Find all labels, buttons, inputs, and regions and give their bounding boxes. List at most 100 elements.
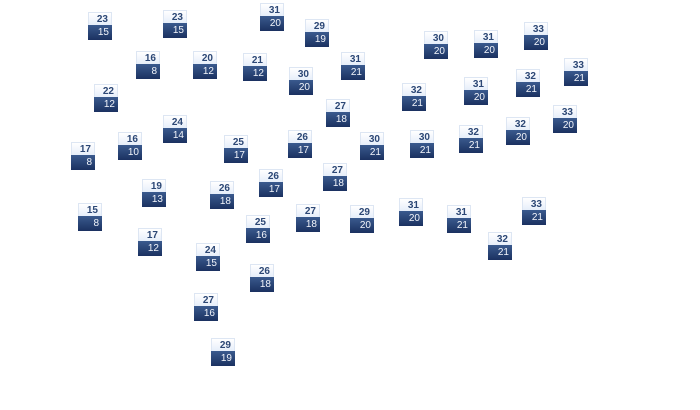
station-marker[interactable]: 33 20 xyxy=(553,105,577,133)
station-marker[interactable]: 26 17 xyxy=(259,169,283,197)
high-temperature: 27 xyxy=(194,293,218,306)
high-temperature: 30 xyxy=(360,132,384,145)
low-temperature: 18 xyxy=(296,217,320,232)
high-temperature: 27 xyxy=(323,163,347,176)
station-marker[interactable]: 23 15 xyxy=(88,12,112,40)
station-marker[interactable]: 20 12 xyxy=(193,51,217,79)
high-temperature: 17 xyxy=(138,228,162,241)
high-temperature: 20 xyxy=(193,51,217,64)
station-marker[interactable]: 27 16 xyxy=(194,293,218,321)
low-temperature: 20 xyxy=(524,35,548,50)
station-marker[interactable]: 17 8 xyxy=(71,142,95,170)
station-marker[interactable]: 24 14 xyxy=(163,115,187,143)
high-temperature: 31 xyxy=(474,30,498,43)
station-marker[interactable]: 31 21 xyxy=(341,52,365,80)
high-temperature: 26 xyxy=(259,169,283,182)
high-temperature: 25 xyxy=(224,135,248,148)
station-marker[interactable]: 30 21 xyxy=(360,132,384,160)
low-temperature: 21 xyxy=(402,96,426,111)
station-marker[interactable]: 22 12 xyxy=(94,84,118,112)
station-marker[interactable]: 30 20 xyxy=(289,67,313,95)
high-temperature: 16 xyxy=(136,51,160,64)
station-marker[interactable]: 21 12 xyxy=(243,53,267,81)
low-temperature: 21 xyxy=(488,245,512,260)
low-temperature: 20 xyxy=(474,43,498,58)
station-marker[interactable]: 27 18 xyxy=(296,204,320,232)
station-marker[interactable]: 30 21 xyxy=(410,130,434,158)
high-temperature: 31 xyxy=(399,198,423,211)
low-temperature: 21 xyxy=(410,143,434,158)
high-temperature: 23 xyxy=(88,12,112,25)
low-temperature: 21 xyxy=(341,65,365,80)
high-temperature: 27 xyxy=(326,99,350,112)
station-marker[interactable]: 32 21 xyxy=(516,69,540,97)
high-temperature: 29 xyxy=(350,205,374,218)
high-temperature: 27 xyxy=(296,204,320,217)
station-marker[interactable]: 16 10 xyxy=(118,132,142,160)
low-temperature: 17 xyxy=(224,148,248,163)
high-temperature: 24 xyxy=(163,115,187,128)
low-temperature: 15 xyxy=(196,256,220,271)
low-temperature: 21 xyxy=(360,145,384,160)
station-marker[interactable]: 26 17 xyxy=(288,130,312,158)
low-temperature: 21 xyxy=(516,82,540,97)
high-temperature: 33 xyxy=(553,105,577,118)
station-marker[interactable]: 16 8 xyxy=(136,51,160,79)
high-temperature: 32 xyxy=(506,117,530,130)
high-temperature: 17 xyxy=(71,142,95,155)
high-temperature: 31 xyxy=(447,205,471,218)
low-temperature: 20 xyxy=(399,211,423,226)
station-marker[interactable]: 33 21 xyxy=(522,197,546,225)
low-temperature: 20 xyxy=(464,90,488,105)
high-temperature: 31 xyxy=(464,77,488,90)
high-temperature: 32 xyxy=(488,232,512,245)
station-marker[interactable]: 27 18 xyxy=(326,99,350,127)
station-marker[interactable]: 32 21 xyxy=(488,232,512,260)
high-temperature: 30 xyxy=(424,31,448,44)
low-temperature: 13 xyxy=(142,192,166,207)
high-temperature: 25 xyxy=(246,215,270,228)
station-marker[interactable]: 31 20 xyxy=(260,3,284,31)
station-marker[interactable]: 15 8 xyxy=(78,203,102,231)
station-marker[interactable]: 32 20 xyxy=(506,117,530,145)
low-temperature: 20 xyxy=(553,118,577,133)
low-temperature: 18 xyxy=(326,112,350,127)
station-marker[interactable]: 26 18 xyxy=(250,264,274,292)
station-marker[interactable]: 31 20 xyxy=(464,77,488,105)
low-temperature: 17 xyxy=(288,143,312,158)
high-temperature: 31 xyxy=(341,52,365,65)
station-marker[interactable]: 29 19 xyxy=(211,338,235,366)
station-marker[interactable]: 19 13 xyxy=(142,179,166,207)
low-temperature: 21 xyxy=(564,71,588,86)
low-temperature: 16 xyxy=(246,228,270,243)
station-marker[interactable]: 32 21 xyxy=(459,125,483,153)
station-marker[interactable]: 25 16 xyxy=(246,215,270,243)
high-temperature: 29 xyxy=(211,338,235,351)
station-marker[interactable]: 31 21 xyxy=(447,205,471,233)
station-marker[interactable]: 23 15 xyxy=(163,10,187,38)
station-marker[interactable]: 29 19 xyxy=(305,19,329,47)
station-marker[interactable]: 33 21 xyxy=(564,58,588,86)
low-temperature: 12 xyxy=(138,241,162,256)
station-marker[interactable]: 31 20 xyxy=(399,198,423,226)
station-marker[interactable]: 31 20 xyxy=(474,30,498,58)
low-temperature: 8 xyxy=(136,64,160,79)
high-temperature: 33 xyxy=(522,197,546,210)
low-temperature: 18 xyxy=(210,194,234,209)
station-marker[interactable]: 26 18 xyxy=(210,181,234,209)
station-marker[interactable]: 29 20 xyxy=(350,205,374,233)
low-temperature: 16 xyxy=(194,306,218,321)
station-marker[interactable]: 32 21 xyxy=(402,83,426,111)
low-temperature: 10 xyxy=(118,145,142,160)
station-marker[interactable]: 25 17 xyxy=(224,135,248,163)
low-temperature: 12 xyxy=(243,66,267,81)
station-marker[interactable]: 27 18 xyxy=(323,163,347,191)
high-temperature: 26 xyxy=(288,130,312,143)
low-temperature: 15 xyxy=(88,25,112,40)
high-temperature: 30 xyxy=(410,130,434,143)
station-marker[interactable]: 33 20 xyxy=(524,22,548,50)
station-marker[interactable]: 24 15 xyxy=(196,243,220,271)
station-marker[interactable]: 30 20 xyxy=(424,31,448,59)
station-marker[interactable]: 17 12 xyxy=(138,228,162,256)
